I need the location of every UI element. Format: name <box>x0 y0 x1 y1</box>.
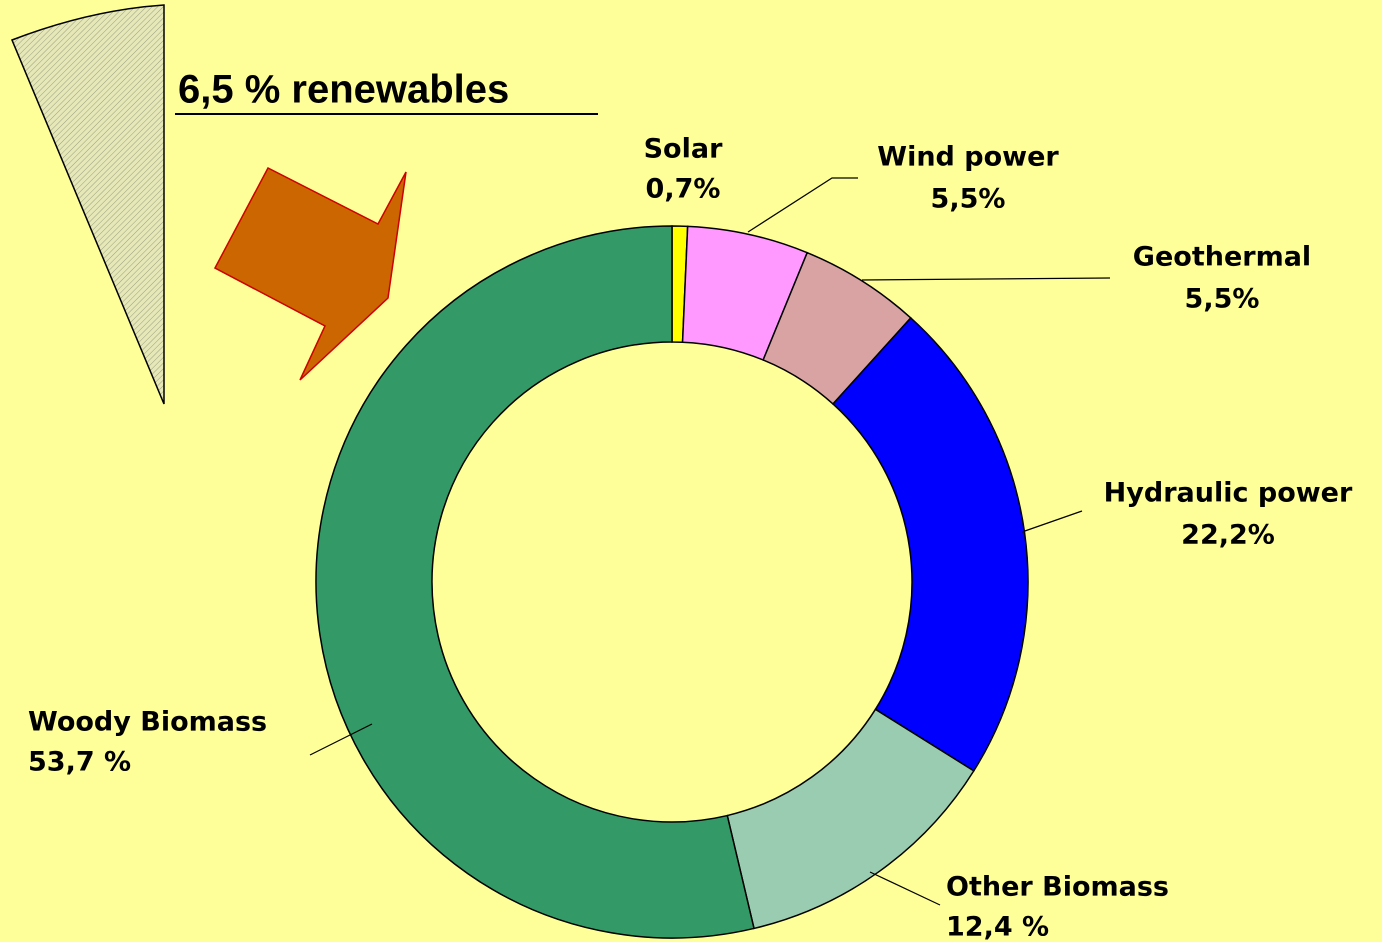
category-label: Other Biomass <box>946 872 1169 903</box>
leader-line <box>861 277 1111 281</box>
value-label: 22,2% <box>1181 520 1275 551</box>
value-label: 5,5% <box>1185 284 1260 315</box>
value-label: 5,5% <box>931 184 1006 215</box>
leader-line <box>1021 510 1083 533</box>
donut-segment <box>831 316 1029 772</box>
value-label: 12,4 % <box>946 912 1049 942</box>
category-label: Solar <box>644 134 723 165</box>
value-label: 53,7 % <box>28 747 131 778</box>
leader-line <box>309 723 373 756</box>
donut-segment <box>315 225 755 939</box>
category-label: Geothermal <box>1133 242 1311 273</box>
renewables-wedge <box>11 4 165 405</box>
value-label: 0,7% <box>646 174 721 205</box>
arrow <box>213 166 407 381</box>
leader-line <box>747 177 858 233</box>
chart-title: 6,5 % renewables <box>178 68 509 112</box>
category-label: Wind power <box>877 142 1059 173</box>
leader-line <box>869 871 941 906</box>
category-label: Hydraulic power <box>1104 478 1353 509</box>
category-label: Woody Biomass <box>28 707 267 738</box>
